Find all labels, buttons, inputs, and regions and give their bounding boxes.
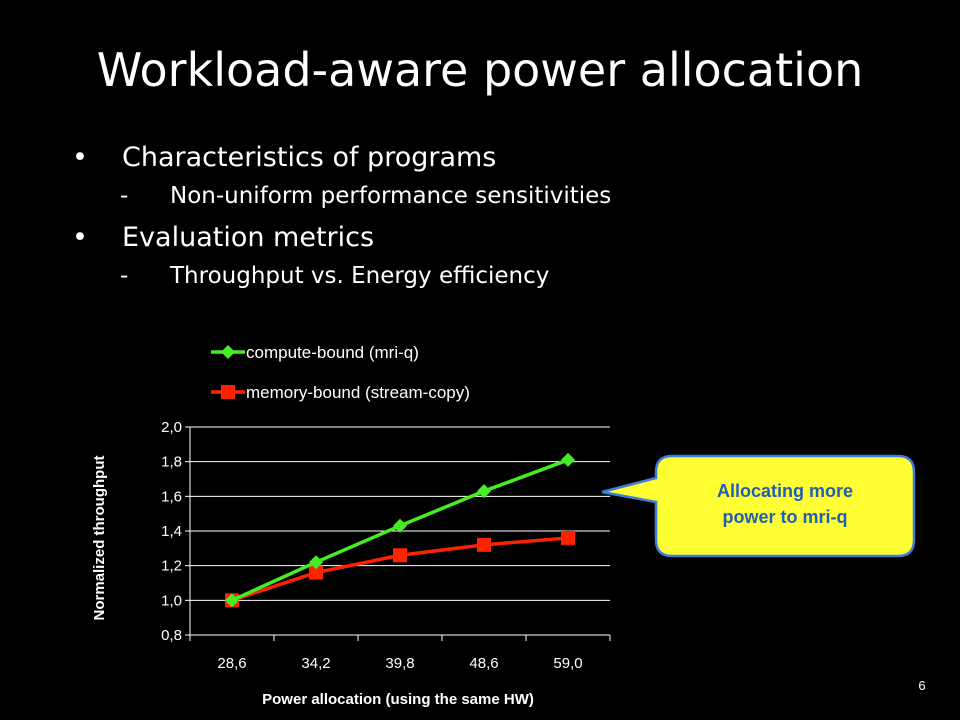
- legend: compute-bound (mri-q) memory-bound (strea…: [211, 343, 470, 402]
- legend-label: memory-bound (stream-copy): [246, 383, 470, 402]
- data-point: [477, 537, 491, 552]
- y-tick-label: 1,2: [161, 558, 182, 575]
- data-point: [393, 548, 407, 563]
- x-axis-label: Power allocation (using the same HW): [262, 691, 534, 708]
- legend-marker: [221, 385, 235, 399]
- dash-icon: -: [120, 263, 129, 289]
- data-point: [309, 565, 323, 580]
- y-tick-label: 1,0: [161, 592, 182, 609]
- y-tick-label: 2,0: [161, 419, 182, 436]
- x-tick-label: 34,2: [301, 655, 330, 672]
- callout-line: Allocating more: [716, 481, 854, 501]
- data-point: [561, 452, 575, 467]
- data-point: [393, 518, 407, 533]
- series-line: [231, 536, 569, 602]
- axes: 0,8 1,0 1,2 1,4 1,6 1,8 2,0 28,6 34,2 39,8 48,6 59,…: [161, 419, 611, 672]
- data-point: [477, 484, 491, 499]
- data-point: [561, 530, 575, 545]
- page-number: 6: [918, 678, 926, 693]
- y-tick-label: 1,4: [161, 523, 182, 540]
- bullet-text: Characteristics of programs: [122, 142, 497, 173]
- slide-title: Workload-aware power allocation: [96, 43, 864, 97]
- bullet-dot-icon: •: [72, 222, 88, 253]
- legend-marker: [221, 345, 235, 359]
- callout-shape: [601, 454, 916, 558]
- x-tick-label: 28,6: [217, 655, 246, 672]
- bullet-text: Evaluation metrics: [122, 222, 375, 253]
- series-lines: [225, 452, 575, 608]
- y-axis-label: Normalized throughput: [91, 456, 108, 621]
- dash-icon: -: [120, 183, 129, 209]
- sub-bullet-text: Throughput vs. Energy efficiency: [170, 263, 550, 289]
- sub-bullet-text: Non-uniform performance sensitivities: [170, 183, 612, 209]
- data-point: [309, 555, 323, 570]
- legend-label: compute-bound (mri-q): [246, 343, 419, 362]
- y-tick-label: 0,8: [161, 627, 182, 644]
- y-tick-label: 1,8: [161, 454, 182, 471]
- x-tick-label: 39,8: [385, 655, 414, 672]
- callout-bubble: [601, 454, 916, 558]
- bullet-dot-icon: •: [72, 142, 88, 173]
- x-tick-label: 48,6: [469, 655, 498, 672]
- data-point: [225, 593, 239, 608]
- x-tick-label: 59,0: [553, 655, 582, 672]
- y-tick-label: 1,6: [161, 488, 182, 505]
- callout-line: power to mri-q: [722, 507, 848, 527]
- grid-lines: [190, 426, 610, 636]
- callout-text: Allocating more power to mri-q: [656, 478, 914, 530]
